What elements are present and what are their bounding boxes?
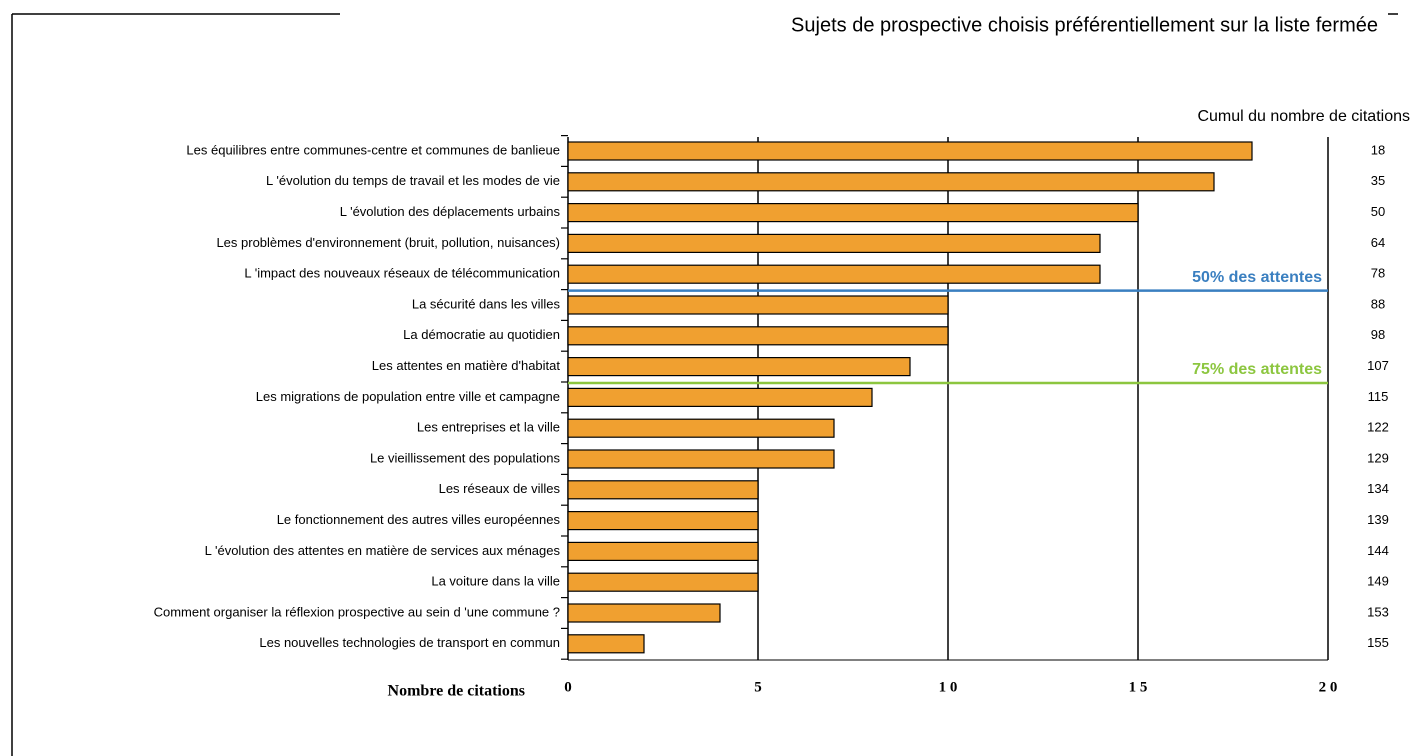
category-label: L 'impact des nouveaux réseaux de téléco… [244, 266, 560, 281]
cumul-label: 98 [1371, 327, 1385, 342]
cumul-label: 18 [1371, 142, 1385, 157]
cumul-label: 144 [1367, 543, 1389, 558]
bar [567, 541, 759, 562]
x-tick-label: 0 [564, 679, 572, 695]
bar [567, 357, 911, 377]
chart-title: Sujets de prospective choisis préférenti… [791, 14, 1378, 36]
cumul-label: 50 [1371, 204, 1385, 219]
bar [567, 172, 1215, 192]
cumul-label: 139 [1367, 512, 1389, 527]
bar [567, 141, 1253, 161]
bar [567, 449, 835, 469]
bar [567, 418, 835, 438]
x-tick-label: 1 5 [1129, 679, 1148, 695]
cumul-label: 64 [1371, 235, 1385, 250]
cumul-title: Cumul du nombre de citations [1197, 108, 1410, 125]
category-label: Les attentes en matière d'habitat [372, 358, 561, 373]
cumul-label: 115 [1368, 389, 1389, 404]
category-label: La démocratie au quotidien [403, 327, 560, 342]
bar [567, 511, 759, 531]
x-tick-label: 5 [754, 679, 762, 695]
cumul-label: 88 [1371, 296, 1385, 311]
cumul-label: 129 [1367, 450, 1389, 465]
bar [567, 387, 873, 407]
bar [567, 603, 721, 623]
category-label: L 'évolution du temps de travail et les … [266, 173, 560, 188]
cumul-label: 149 [1367, 574, 1389, 589]
x-axis-label: Nombre de citations [388, 683, 525, 700]
category-label: Les nouvelles technologies de transport … [259, 635, 560, 650]
bar [567, 480, 759, 500]
category-label: Les problèmes d'environnement (bruit, po… [216, 235, 560, 250]
category-label: Le fonctionnement des autres villes euro… [277, 512, 561, 527]
category-label: Les équilibres entre communes-centre et … [186, 142, 560, 157]
category-label: Les réseaux de villes [439, 481, 561, 496]
category-label: La voiture dans la ville [431, 574, 560, 589]
cumul-label: 153 [1367, 604, 1389, 619]
bar [567, 233, 1101, 253]
category-label: Les entreprises et la ville [417, 420, 560, 435]
bar [567, 326, 949, 346]
x-tick-label: 1 0 [939, 679, 958, 695]
cumul-label: 35 [1371, 173, 1385, 188]
category-label: Comment organiser la réflexion prospecti… [154, 604, 560, 619]
bar [567, 572, 759, 592]
bar [567, 203, 1139, 223]
x-tick-label: 2 0 [1319, 679, 1338, 695]
cumul-label: 134 [1367, 481, 1389, 496]
category-label: Le vieillissement des populations [370, 450, 561, 465]
category-label: La sécurité dans les villes [412, 296, 561, 311]
cumul-label: 78 [1371, 266, 1385, 281]
threshold-label: 75% des attentes [1192, 361, 1322, 378]
category-label: L 'évolution des déplacements urbains [340, 204, 561, 219]
cumul-label: 122 [1367, 420, 1389, 435]
cumul-label: 155 [1367, 635, 1389, 650]
cumul-label: 107 [1367, 358, 1389, 373]
category-label: Les migrations de population entre ville… [256, 389, 560, 404]
category-label: L 'évolution des attentes en matière de … [205, 543, 561, 558]
bar [567, 634, 645, 654]
bar [567, 295, 949, 315]
bar [567, 264, 1101, 284]
threshold-label: 50% des attentes [1192, 269, 1322, 286]
